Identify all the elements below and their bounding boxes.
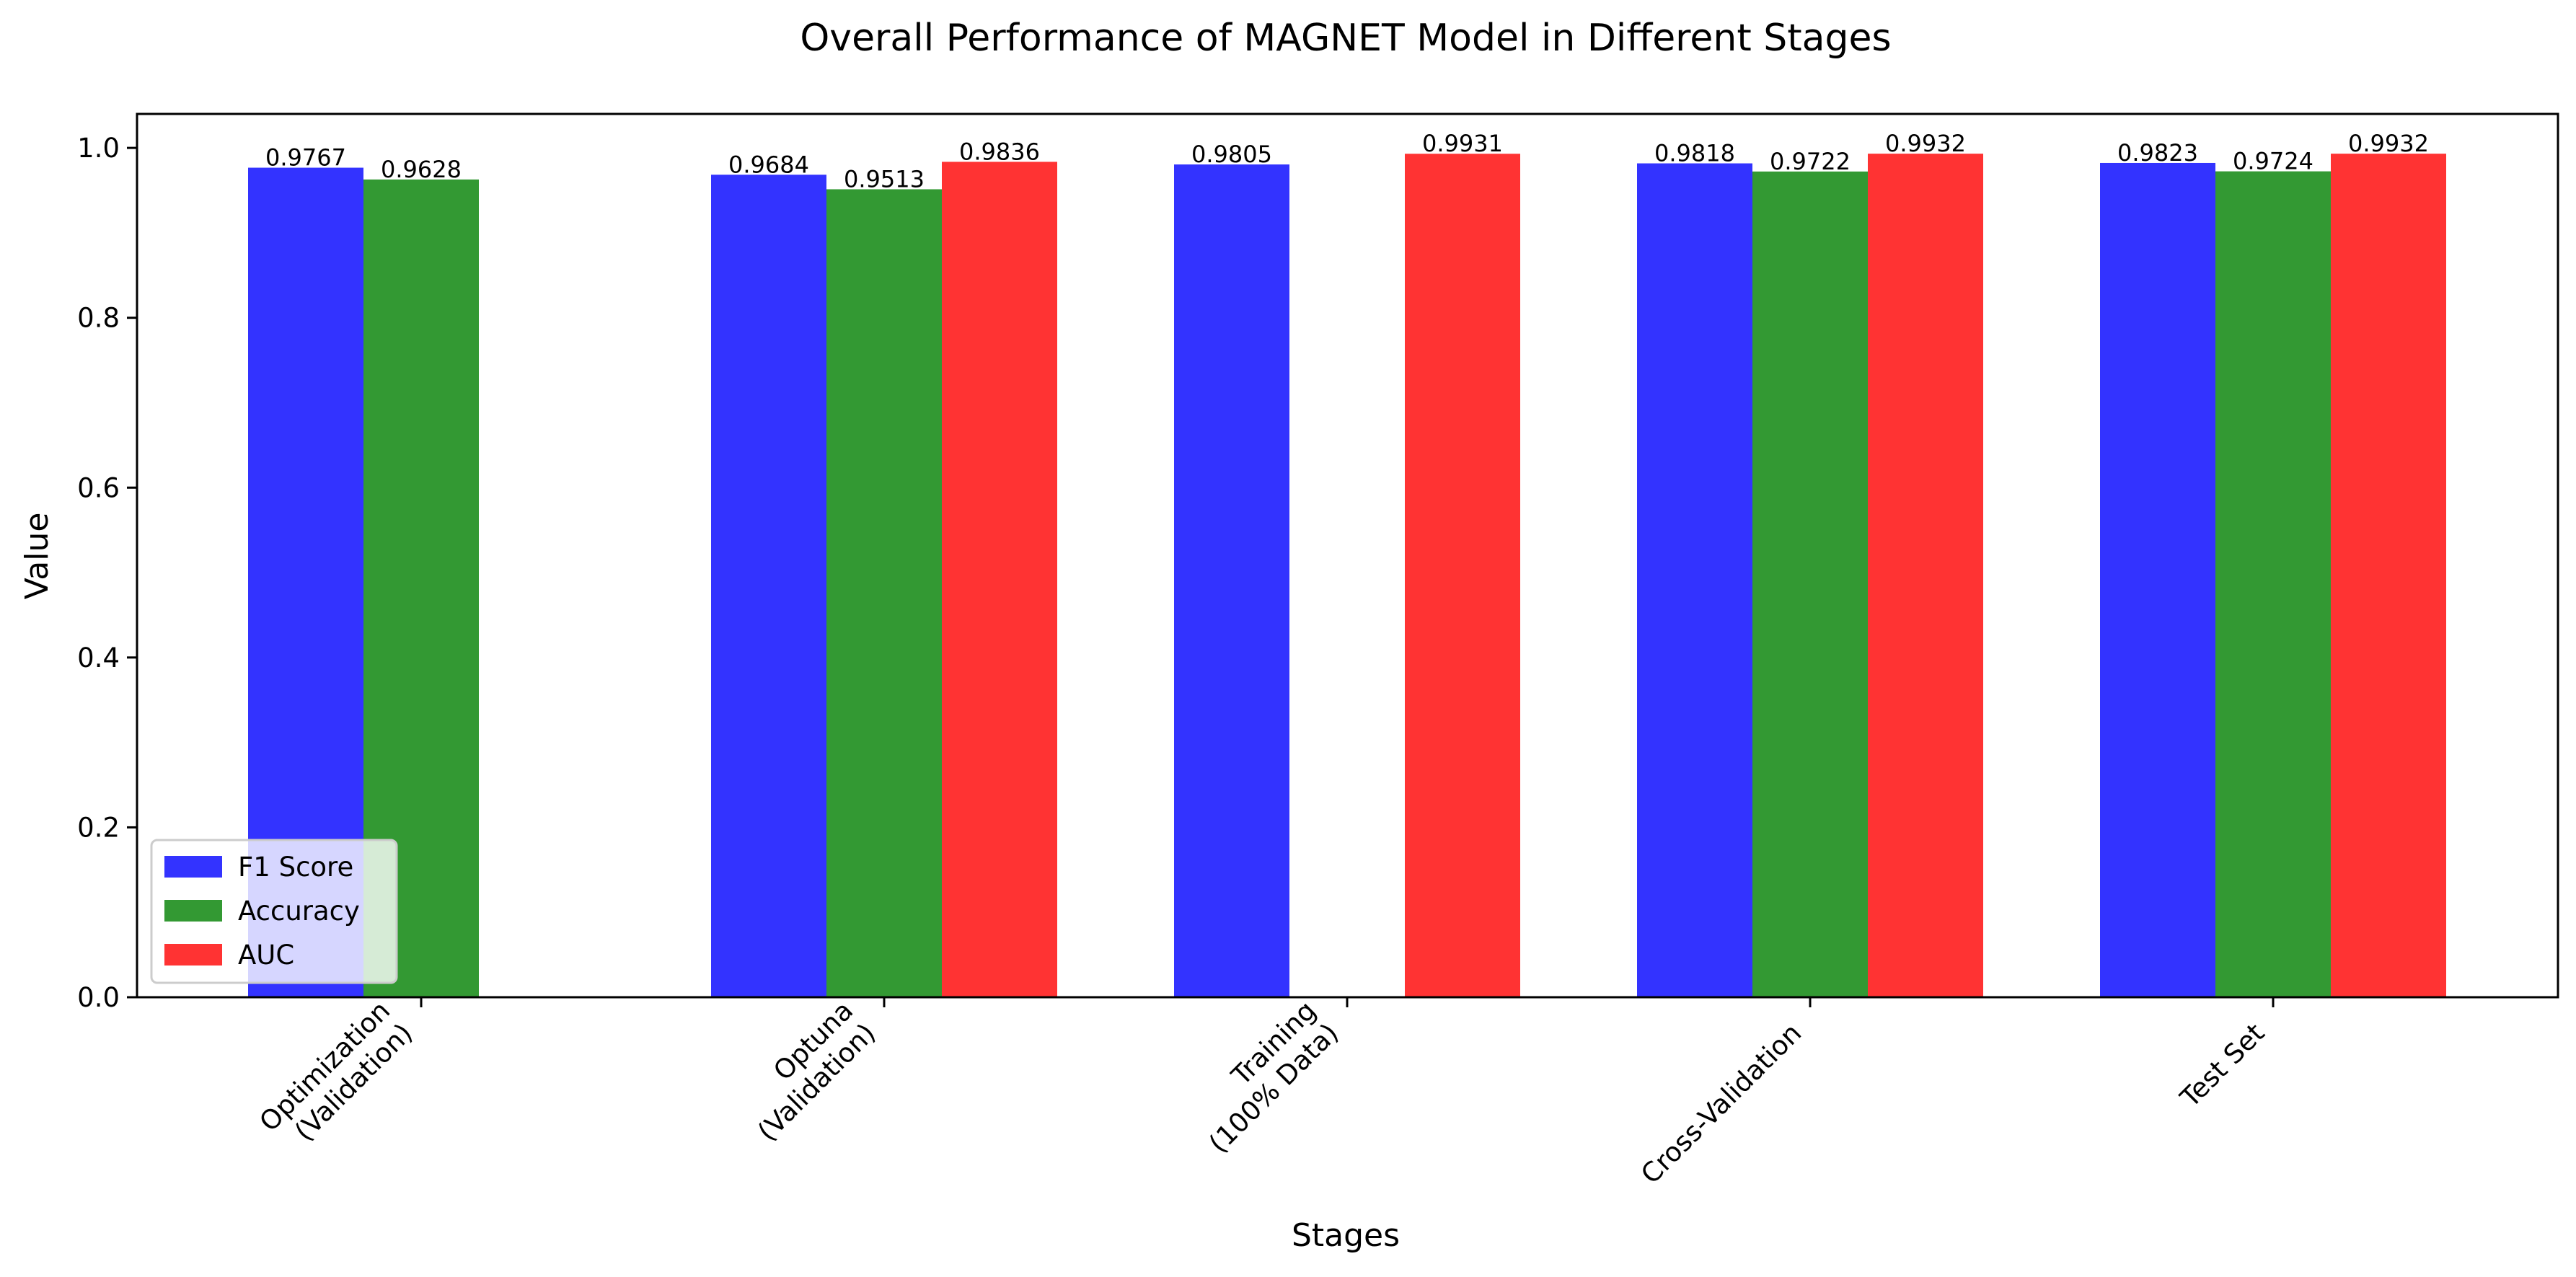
chart-title: Overall Performance of MAGNET Model in D… <box>800 17 1891 60</box>
value-label: 0.9684 <box>728 151 809 178</box>
value-label: 0.9823 <box>2117 139 2198 167</box>
bar <box>711 174 826 997</box>
y-tick-label: 1.0 <box>77 133 120 164</box>
bar <box>1174 164 1289 998</box>
value-label: 0.9932 <box>2348 130 2429 157</box>
x-tick-label: Test Set <box>2174 1017 2270 1114</box>
value-label: 0.9932 <box>1885 130 1966 157</box>
bar <box>826 189 942 997</box>
x-tick-label: Training(100% Data) <box>1181 995 1345 1159</box>
bar <box>942 162 1057 997</box>
x-axis-label: Stages <box>1292 1217 1400 1254</box>
legend: F1 Score Accuracy AUC <box>150 839 398 984</box>
legend-swatch <box>164 900 222 922</box>
y-tick-label: 0.2 <box>77 812 120 843</box>
value-label: 0.9513 <box>844 165 925 193</box>
legend-swatch <box>164 856 222 878</box>
bar <box>1752 171 1868 997</box>
bar <box>1405 154 1520 997</box>
x-tick-label: Cross-Validation <box>1635 1017 1807 1190</box>
bar <box>1868 154 1983 997</box>
bars-layer <box>248 154 2446 998</box>
x-tick-label: Optuna(Validation) <box>729 995 881 1147</box>
bar <box>2100 162 2215 997</box>
value-label: 0.9767 <box>265 144 346 172</box>
value-label: 0.9931 <box>1422 130 1503 157</box>
legend-label: AUC <box>238 940 294 971</box>
y-tick-label: 0.8 <box>77 303 120 334</box>
y-tick-label: 0.0 <box>77 982 120 1013</box>
x-tick-label-line: Test Set <box>2174 1017 2270 1114</box>
y-axis-label: Value <box>19 513 56 600</box>
value-label: 0.9722 <box>1770 148 1851 175</box>
legend-swatch <box>164 944 222 966</box>
x-axis: Optimization(Validation) Optuna(Validatio… <box>253 995 2275 1190</box>
value-label: 0.9805 <box>1191 141 1272 168</box>
y-axis: 0.0 0.2 0.4 0.6 0.8 1.0 <box>77 133 137 1013</box>
bar <box>1637 163 1752 998</box>
bar <box>2331 154 2446 997</box>
bar <box>2215 171 2331 997</box>
value-labels-layer: 0.9767 0.9684 0.9805 0.9818 0.9823 0.9628 0.95… <box>265 130 2429 193</box>
y-tick-label: 0.4 <box>77 642 120 673</box>
value-label: 0.9818 <box>1654 140 1735 167</box>
legend-label: Accuracy <box>238 896 360 927</box>
y-tick-label: 0.6 <box>77 472 120 503</box>
x-tick-label: Optimization(Validation) <box>253 995 418 1160</box>
value-label: 0.9724 <box>2233 148 2313 175</box>
legend-label: F1 Score <box>238 852 353 883</box>
value-label: 0.9628 <box>381 156 462 183</box>
value-label: 0.9836 <box>959 138 1040 165</box>
x-tick-label-line: Cross-Validation <box>1635 1017 1807 1190</box>
